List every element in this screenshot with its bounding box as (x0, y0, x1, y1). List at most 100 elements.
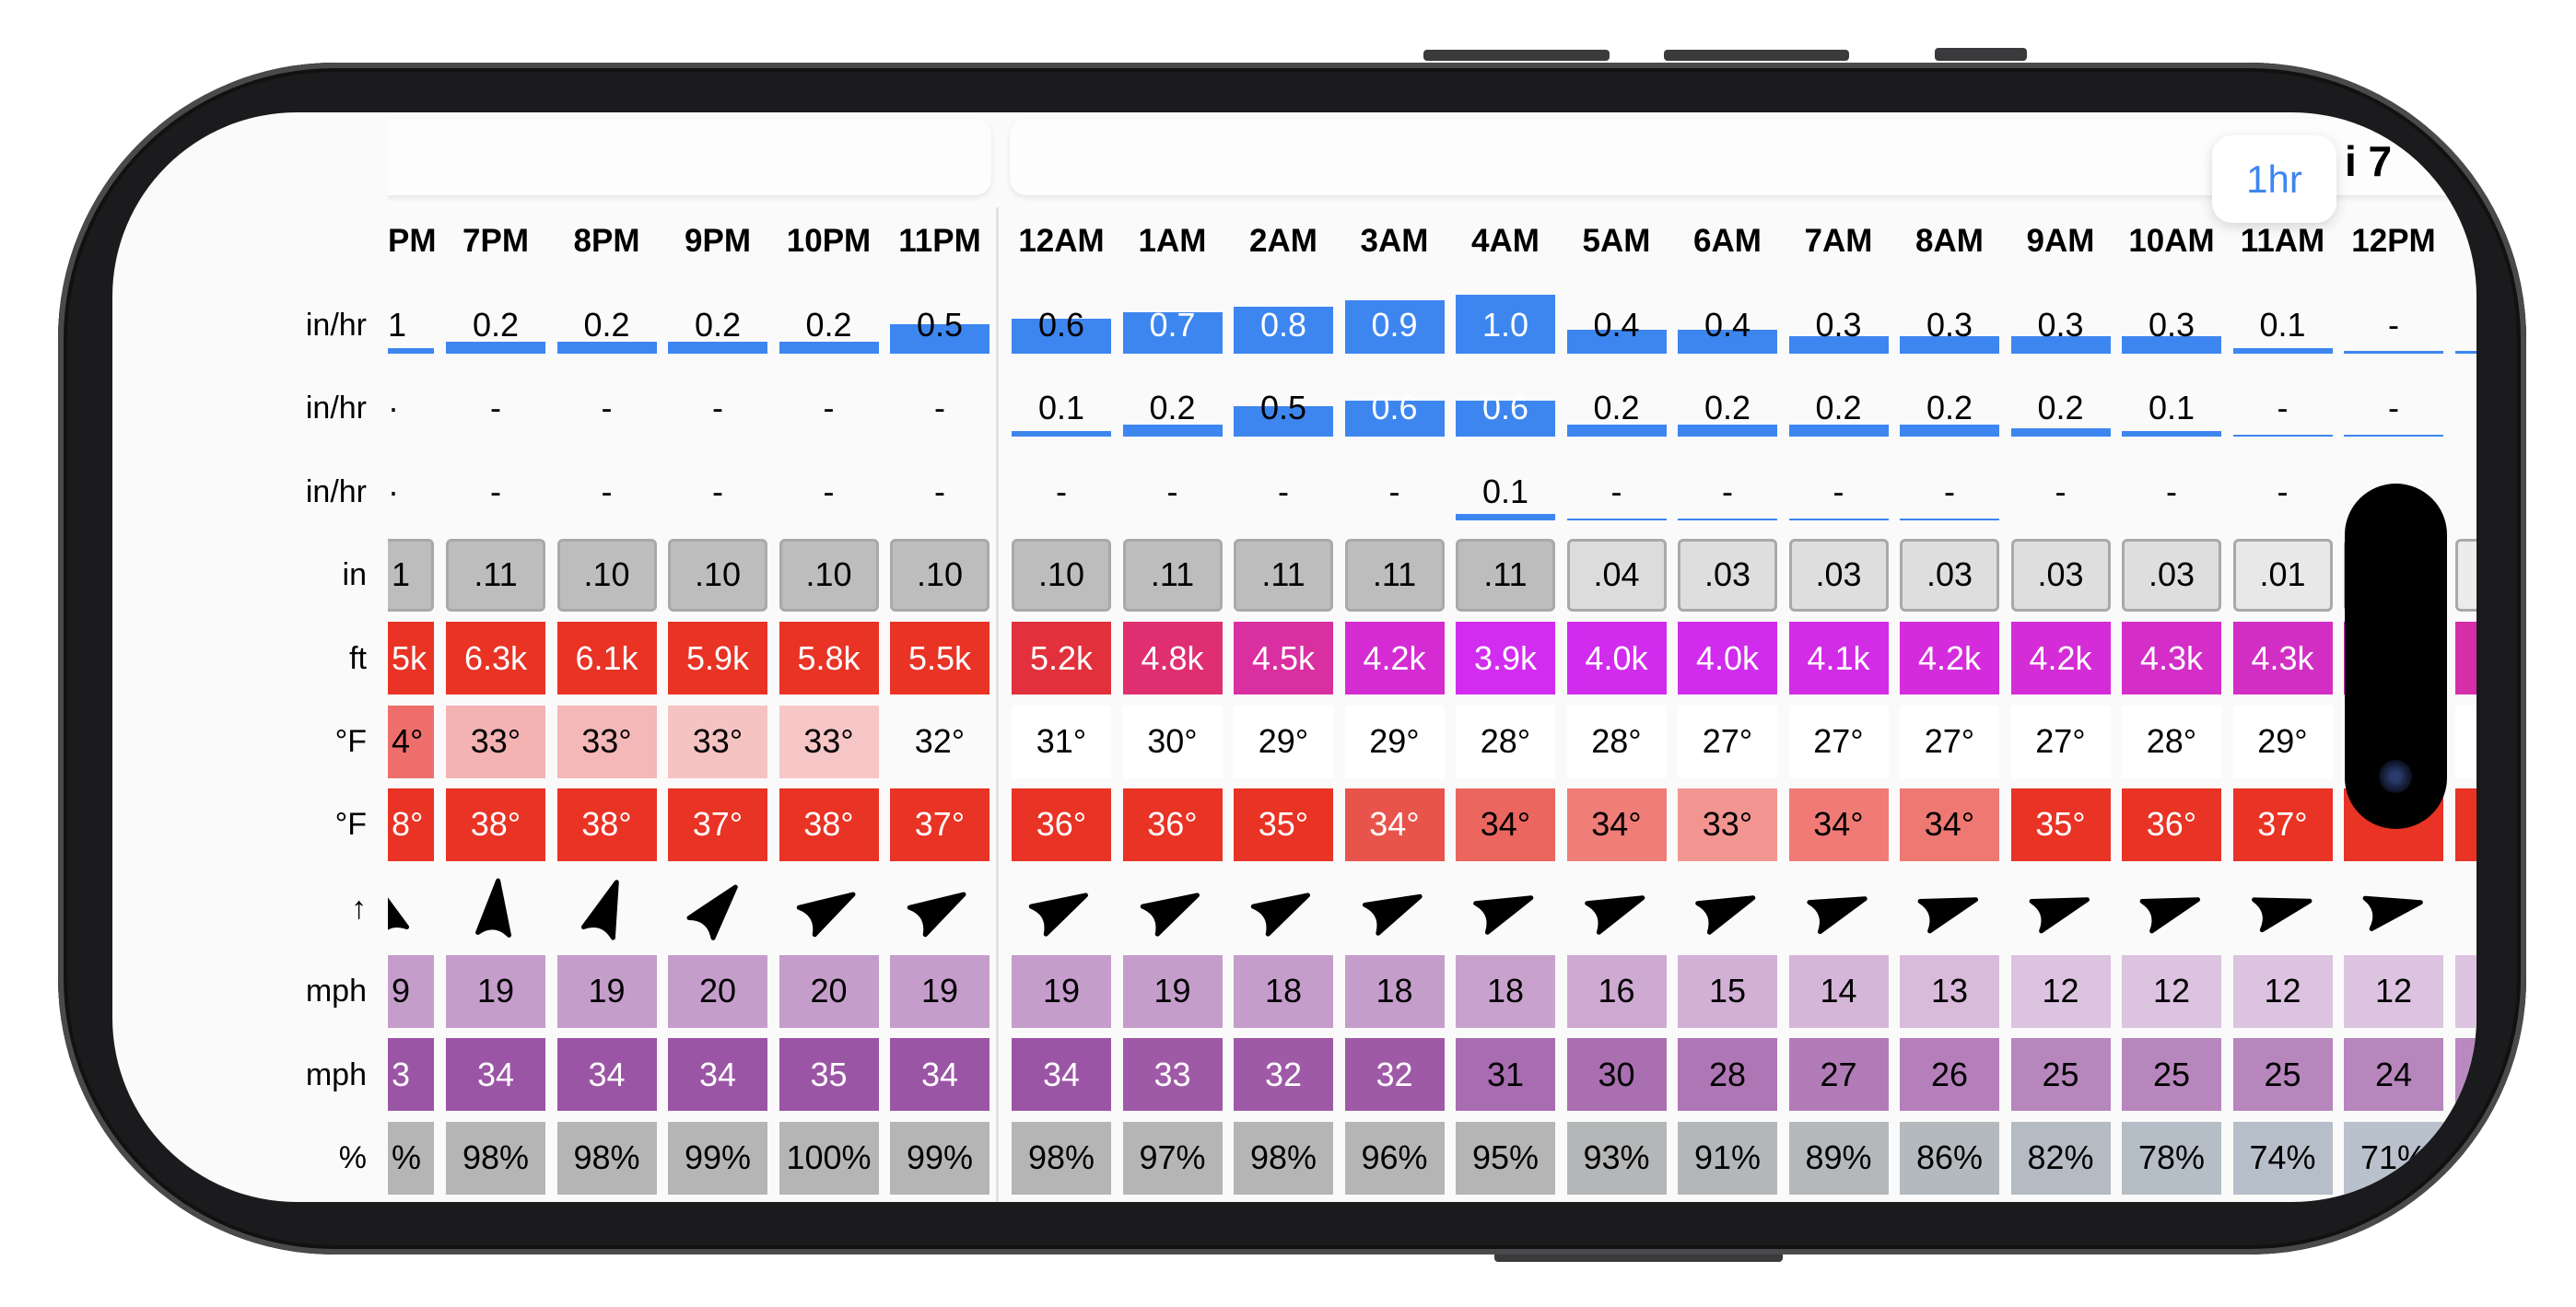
forecast-cell: 29° (1234, 705, 1333, 778)
precip-bar (2232, 347, 2333, 354)
precip-value: 0.2 (2037, 389, 2084, 427)
wind-arrow-icon (1900, 871, 1999, 944)
hour-header: 10AM (2128, 223, 2215, 259)
precip-value: - (712, 472, 723, 510)
forecast-cell: 13 (1900, 954, 1999, 1028)
forecast-cell: .03 (1788, 538, 1889, 612)
forecast-cell: 31 (1456, 1038, 1555, 1112)
forecast-cell: % (388, 1121, 434, 1195)
forecast-cell: 25 (2232, 1038, 2333, 1112)
precip-bar (2344, 435, 2443, 438)
volume-up-button (1423, 50, 1610, 61)
forecast-cell: .10 (779, 538, 879, 612)
precip-bar (2454, 351, 2476, 354)
wind-arrow-icon (1789, 871, 1889, 944)
precip-bar (1566, 518, 1667, 520)
forecast-cell: 18 (1456, 954, 1555, 1028)
precip-value: - (934, 389, 945, 427)
precip-bar (1900, 335, 1999, 354)
forecast-cell: 31° (1012, 705, 1111, 778)
precip-value: 0.3 (1815, 306, 1862, 344)
forecast-cell: 33 (1122, 1038, 1223, 1112)
forecast-cell: 20 (779, 954, 879, 1028)
forecast-cell: 34° (1456, 788, 1555, 861)
forecast-cell: .11 (1344, 538, 1445, 612)
forecast-cell: 8° (388, 788, 434, 861)
precip-bar (2122, 430, 2221, 438)
forecast-cell: 29° (2232, 705, 2333, 778)
precip-value: - (1278, 472, 1289, 510)
precip-bar (1788, 518, 1889, 520)
forecast-cell: 29° (1344, 705, 1445, 778)
hour-header: 10PM (786, 223, 872, 259)
forecast-cell: 78% (2122, 1121, 2221, 1195)
wind-arrow-icon (1234, 871, 1333, 944)
forecast-cell: .10 (1012, 538, 1111, 612)
forecast-cell: .01 (2232, 538, 2333, 612)
precip-value: - (601, 389, 613, 427)
forecast-cell: .04 (1566, 538, 1667, 612)
forecast-cell: 5k (388, 622, 434, 695)
forecast-cell: 96% (1344, 1121, 1445, 1195)
forecast-cell: 34° (1566, 788, 1667, 861)
unit-label: °F (334, 807, 367, 843)
forecast-cell (2454, 705, 2476, 778)
precip-value: 0.7 (1149, 306, 1196, 344)
wind-arrow-icon (1456, 871, 1555, 944)
precip-value: 0.6 (1037, 306, 1085, 344)
precip-bar (1122, 425, 1223, 438)
wind-arrow-icon (1123, 871, 1223, 944)
hour-header: 1AM (1138, 223, 1207, 259)
forecast-cell: .11 (1122, 538, 1223, 612)
hour-header: 9AM (2026, 223, 2095, 259)
precip-bar (668, 342, 767, 354)
forecast-cell: 5.8k (779, 622, 879, 695)
forecast-cell: 4.0k (1566, 622, 1667, 695)
screen: PM 7PM 8PM 9PM 10PM 11PM 12AM 1AM 2AM 3AM 4AM 5AM 6A… (112, 112, 2476, 1202)
precip-value: - (1056, 472, 1067, 510)
forecast-table[interactable]: PM 7PM 8PM 9PM 10PM 11PM 12AM 1AM 2AM 3AM 4AM 5AM 6A… (388, 112, 2476, 1202)
precip-bar (1234, 406, 1333, 438)
forecast-cell: 5.5k (890, 622, 989, 695)
forecast-cell: 27° (1900, 705, 1999, 778)
hour-header: 7PM (463, 223, 529, 259)
precip-value: 0.5 (1259, 389, 1307, 427)
forecast-cell: 98% (446, 1121, 545, 1195)
wind-arrow-icon (1012, 871, 1111, 944)
precip-value: - (823, 472, 835, 510)
forecast-cell: 34° (1344, 788, 1445, 861)
forecast-cell: 12 (2232, 954, 2333, 1028)
precip-value: - (1944, 472, 1955, 510)
wind-arrow-icon (668, 871, 767, 944)
forecast-cell: 34° (1900, 788, 1999, 861)
precip-bar (2122, 335, 2221, 354)
forecast-cell (2454, 622, 2476, 695)
forecast-cell: 28° (2122, 705, 2221, 778)
precip-bar (1900, 518, 1999, 520)
interval-toggle-button[interactable]: 1hr (2212, 135, 2336, 223)
forecast-cell: 4.8k (1122, 622, 1223, 695)
forecast-cell: 3 (388, 1038, 434, 1112)
wind-arrow-icon (2233, 871, 2333, 944)
precip-bar (2010, 427, 2111, 438)
forecast-cell: .03 (1678, 538, 1777, 612)
forecast-cell: 28 (1678, 1038, 1777, 1112)
forecast-cell: 16 (1566, 954, 1667, 1028)
precip-bar (1788, 335, 1889, 354)
precip-value: - (2388, 389, 2399, 427)
forecast-cell: 15 (1678, 954, 1777, 1028)
wind-arrow-icon (557, 871, 657, 944)
forecast-cell: 35 (779, 1038, 879, 1112)
precip-bar (1900, 425, 1999, 438)
forecast-cell: .03 (1900, 538, 1999, 612)
precip-value: 0.2 (1815, 389, 1862, 427)
wind-arrow-icon (1678, 871, 1777, 944)
precip-value: 1 (388, 306, 407, 344)
hour-header: 12PM (2351, 223, 2436, 259)
forecast-cell: 4.2k (1344, 622, 1445, 695)
forecast-cell: 20 (668, 954, 767, 1028)
forecast-cell: 35° (2010, 788, 2111, 861)
forecast-cell: 27° (1788, 705, 1889, 778)
forecast-cell: .10 (890, 538, 989, 612)
precip-bar (1012, 318, 1111, 354)
